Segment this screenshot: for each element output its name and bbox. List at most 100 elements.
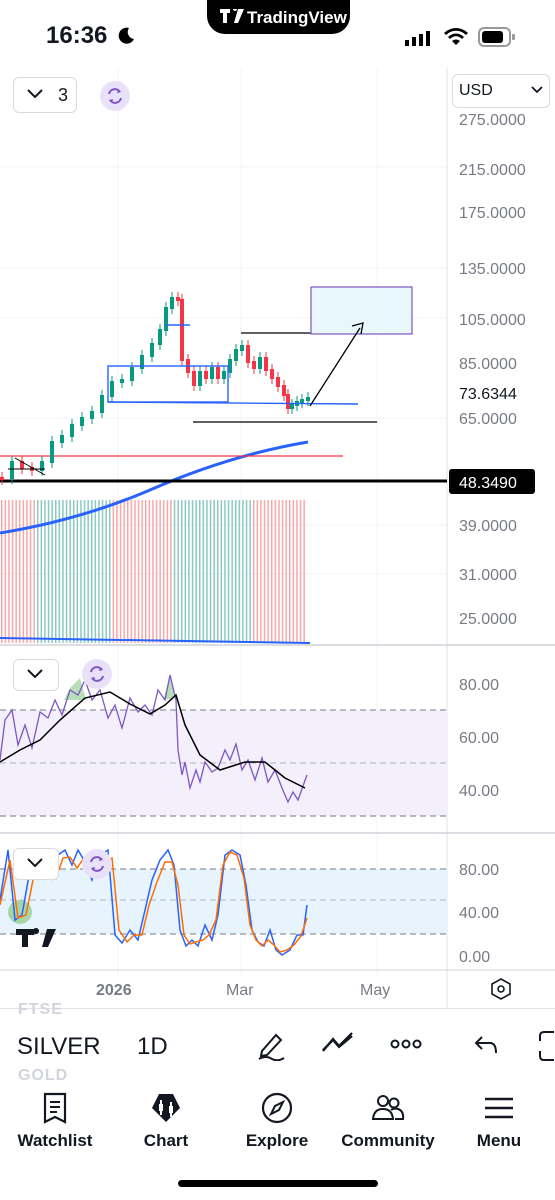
chevron-down-icon — [27, 669, 43, 679]
candle — [170, 297, 174, 309]
tab-community[interactable]: Community — [333, 1086, 443, 1166]
price-axis-label: 135.0000 — [459, 261, 526, 278]
candle — [264, 357, 268, 371]
volume-bar — [51, 500, 53, 643]
volume-bar — [163, 500, 165, 643]
volume-bar — [19, 500, 21, 643]
more-icon[interactable] — [390, 1039, 422, 1049]
drawing-pen-icon[interactable] — [256, 1029, 286, 1061]
chart-settings-icon[interactable] — [491, 978, 511, 1000]
candle — [216, 367, 220, 379]
candle — [120, 379, 124, 383]
volume-bar — [15, 500, 17, 643]
candle — [20, 461, 24, 469]
volume-bar — [206, 500, 208, 643]
volume-bar — [76, 500, 79, 643]
last-price-label: 73.6344 — [459, 386, 517, 403]
sync-icon — [90, 666, 104, 682]
interval-button[interactable]: 1D — [137, 1033, 168, 1060]
fullscreen-icon[interactable] — [538, 1031, 555, 1061]
candle — [282, 385, 286, 396]
candle — [0, 477, 4, 480]
stoch-axis-label: 0.00 — [459, 949, 490, 966]
tab-label: Explore — [245, 1131, 309, 1150]
volume-bar — [209, 500, 212, 643]
signal-icon — [405, 31, 430, 46]
volume-bar — [217, 500, 219, 643]
volume-bar — [242, 500, 244, 643]
stoch-sync-button[interactable] — [82, 849, 112, 879]
volume-bar — [109, 500, 111, 643]
price-axis-label: 39.0000 — [459, 518, 517, 535]
tab-label: Community — [341, 1131, 435, 1150]
volume-bar — [141, 500, 143, 643]
candle — [140, 355, 144, 369]
currency-select[interactable]: USD — [452, 74, 550, 108]
rsi-sync-button[interactable] — [82, 659, 112, 689]
candle — [228, 359, 232, 373]
symbol-toolbar: FTSE SILVER 1D GOLD — [0, 1001, 555, 1087]
volume-bar — [152, 500, 154, 643]
sync-icon — [90, 856, 104, 872]
candle — [222, 371, 226, 379]
stoch-axis-label: 80.00 — [459, 862, 499, 879]
chart-icon — [152, 1094, 180, 1122]
volume-bar — [105, 500, 107, 643]
moon-icon — [118, 27, 134, 44]
volume-bar — [11, 500, 14, 643]
tab-watchlist[interactable]: Watchlist — [0, 1086, 110, 1166]
volume-bar — [37, 500, 39, 643]
currency-label: USD — [459, 82, 493, 99]
rsi-collapse-button[interactable] — [13, 659, 59, 691]
stoch-axis-label: 40.00 — [459, 905, 499, 922]
volume-bar — [87, 500, 89, 643]
watchlist-icon — [43, 1092, 67, 1124]
symbol-button[interactable]: SILVER — [17, 1033, 101, 1060]
indicators-icon[interactable] — [321, 1029, 355, 1055]
candle — [300, 399, 304, 403]
candle — [240, 345, 244, 351]
clock: 16:36 — [46, 22, 108, 49]
volume-bar — [220, 500, 223, 643]
rsi-axis-label: 80.00 — [459, 677, 499, 694]
candle — [210, 367, 214, 379]
volume-bar — [173, 500, 176, 643]
volume-bar — [303, 500, 305, 643]
candle — [60, 435, 64, 443]
tab-chart[interactable]: Chart — [111, 1086, 221, 1166]
chart-canvas[interactable]: 275.0000 215.0000 175.0000 135.0000 105.0000… — [0, 68, 555, 1008]
volume-bar — [101, 500, 104, 643]
tab-explore[interactable]: Explore — [222, 1086, 332, 1166]
price-axis-label: 175.0000 — [459, 205, 526, 222]
chevron-down-icon — [27, 89, 43, 99]
volume-bar — [44, 500, 46, 643]
volume-bar — [29, 500, 32, 643]
volume-bar — [177, 500, 179, 643]
app-pill[interactable]: TradingView — [207, 0, 350, 34]
tab-menu[interactable]: Menu — [444, 1086, 554, 1166]
rsi-axis-label: 40.00 — [459, 783, 499, 800]
candle — [192, 371, 196, 386]
price-axis-label: 215.0000 — [459, 162, 526, 179]
volume-bar — [155, 500, 158, 643]
candle — [246, 345, 250, 363]
symbol-scroll-next[interactable]: GOLD — [18, 1067, 69, 1084]
indicators-collapse-button[interactable]: 3 — [13, 77, 77, 113]
stoch-collapse-button[interactable] — [13, 848, 59, 880]
candle — [10, 461, 14, 479]
volume-bar — [159, 500, 161, 643]
sync-button[interactable] — [100, 81, 130, 111]
volume-bar — [296, 500, 298, 643]
volume-bar — [184, 500, 187, 643]
rsi-ma-line — [0, 691, 306, 789]
volume-bar — [253, 500, 255, 643]
undo-icon[interactable] — [474, 1035, 498, 1055]
stoch-axis: 80.00 40.00 0.00 — [459, 862, 499, 966]
battery-icon — [478, 27, 515, 47]
candle — [130, 367, 134, 381]
tradingview-watermark-icon — [16, 928, 56, 947]
price-axis-label: 85.0000 — [459, 356, 517, 373]
volume-bar — [227, 500, 230, 643]
rsi-axis: 80.00 60.00 40.00 — [459, 677, 499, 800]
symbol-scroll-prev[interactable]: FTSE — [18, 1001, 63, 1018]
